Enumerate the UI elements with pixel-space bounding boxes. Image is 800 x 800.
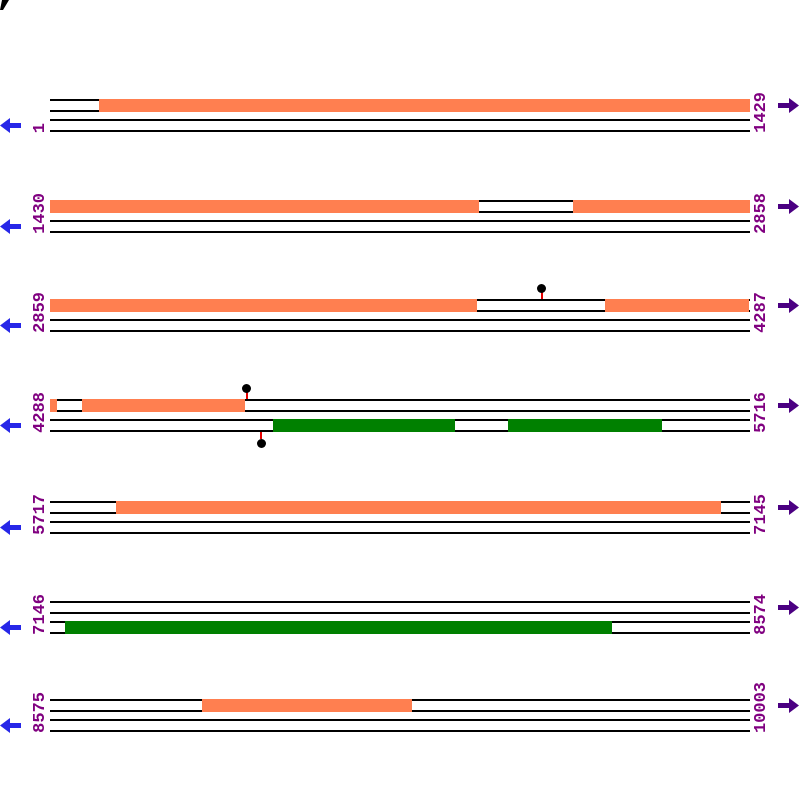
left-continuation-arrow-icon[interactable] — [0, 317, 21, 334]
forward-feature[interactable] — [50, 299, 477, 312]
strand-line — [50, 231, 750, 233]
forward-feature[interactable] — [81, 399, 245, 412]
left-continuation-arrow-icon[interactable] — [0, 619, 21, 636]
row-start-coordinate: 4288 — [31, 392, 50, 433]
strand-line — [50, 532, 750, 534]
left-continuation-arrow-icon[interactable] — [0, 218, 21, 235]
left-continuation-arrow-icon[interactable] — [0, 117, 21, 134]
corner-artifact — [0, 0, 9, 10]
forward-feature[interactable] — [572, 200, 750, 213]
strand-line — [50, 521, 750, 523]
forward-feature[interactable] — [116, 501, 721, 514]
forward-feature[interactable] — [98, 99, 750, 112]
left-continuation-arrow-icon[interactable] — [0, 519, 21, 536]
right-continuation-arrow-icon[interactable] — [778, 297, 799, 314]
row-end-coordinate: 4287 — [752, 292, 771, 333]
strand-line — [50, 612, 750, 614]
forward-feature[interactable] — [201, 699, 412, 712]
right-continuation-arrow-icon[interactable] — [778, 599, 799, 616]
left-continuation-arrow-icon[interactable] — [0, 417, 21, 434]
reverse-feature[interactable] — [508, 419, 662, 432]
sequence-row-1: 1 1429 — [0, 74, 800, 144]
row-end-coordinate: 7145 — [752, 494, 771, 535]
strand-line — [50, 719, 750, 721]
row-start-coordinate: 7146 — [31, 594, 50, 635]
forward-feature[interactable] — [604, 299, 750, 312]
strand-line — [50, 410, 750, 412]
strand-line — [50, 601, 750, 603]
annotation-pin-stem — [245, 392, 248, 399]
strand-line — [50, 399, 750, 401]
left-continuation-arrow-icon[interactable] — [0, 717, 21, 734]
strand-line — [50, 730, 750, 732]
row-start-coordinate: 5717 — [31, 494, 50, 535]
row-end-coordinate: 10003 — [752, 681, 771, 733]
annotation-pin-stem — [260, 432, 263, 439]
forward-feature[interactable] — [50, 200, 479, 213]
reverse-feature[interactable] — [65, 621, 612, 634]
annotation-pin[interactable] — [242, 384, 252, 393]
row-end-coordinate: 2858 — [752, 193, 771, 234]
row-end-coordinate: 5716 — [752, 392, 771, 433]
right-continuation-arrow-icon[interactable] — [778, 198, 799, 215]
right-continuation-arrow-icon[interactable] — [778, 499, 799, 516]
sequence-row-5: 5717 7145 — [0, 476, 800, 546]
row-start-coordinate: 1 — [31, 122, 50, 133]
row-end-coordinate: 8574 — [752, 594, 771, 635]
forward-feature[interactable] — [50, 399, 57, 412]
sequence-row-4: 4288 5716 — [0, 374, 800, 448]
strand-line — [50, 330, 750, 332]
strand-line — [50, 319, 750, 321]
row-end-coordinate: 1429 — [752, 92, 771, 133]
right-continuation-arrow-icon[interactable] — [778, 97, 799, 114]
sequence-row-6: 7146 8574 — [0, 576, 800, 646]
sequence-row-3: 2859 4287 — [0, 274, 800, 344]
reverse-feature[interactable] — [272, 419, 455, 432]
strand-line — [50, 130, 750, 132]
annotation-pin[interactable] — [537, 284, 547, 293]
annotation-pin[interactable] — [256, 439, 266, 448]
row-start-coordinate: 2859 — [31, 292, 50, 333]
sequence-row-7: 8575 10003 — [0, 674, 800, 744]
right-continuation-arrow-icon[interactable] — [778, 697, 799, 714]
right-continuation-arrow-icon[interactable] — [778, 397, 799, 414]
row-start-coordinate: 1430 — [31, 193, 50, 234]
strand-line — [50, 119, 750, 121]
annotation-pin-stem — [540, 292, 543, 299]
sequence-row-2: 1430 2858 — [0, 175, 800, 245]
strand-line — [50, 220, 750, 222]
row-start-coordinate: 8575 — [31, 692, 50, 733]
